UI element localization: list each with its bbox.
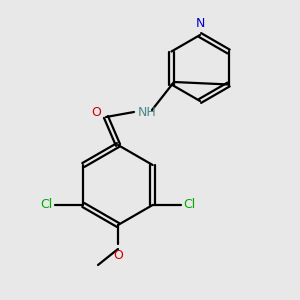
Text: N: N (195, 17, 205, 30)
Text: Cl: Cl (184, 199, 196, 212)
Text: O: O (91, 106, 101, 119)
Text: NH: NH (138, 106, 157, 118)
Text: Cl: Cl (40, 199, 52, 212)
Text: O: O (113, 249, 123, 262)
